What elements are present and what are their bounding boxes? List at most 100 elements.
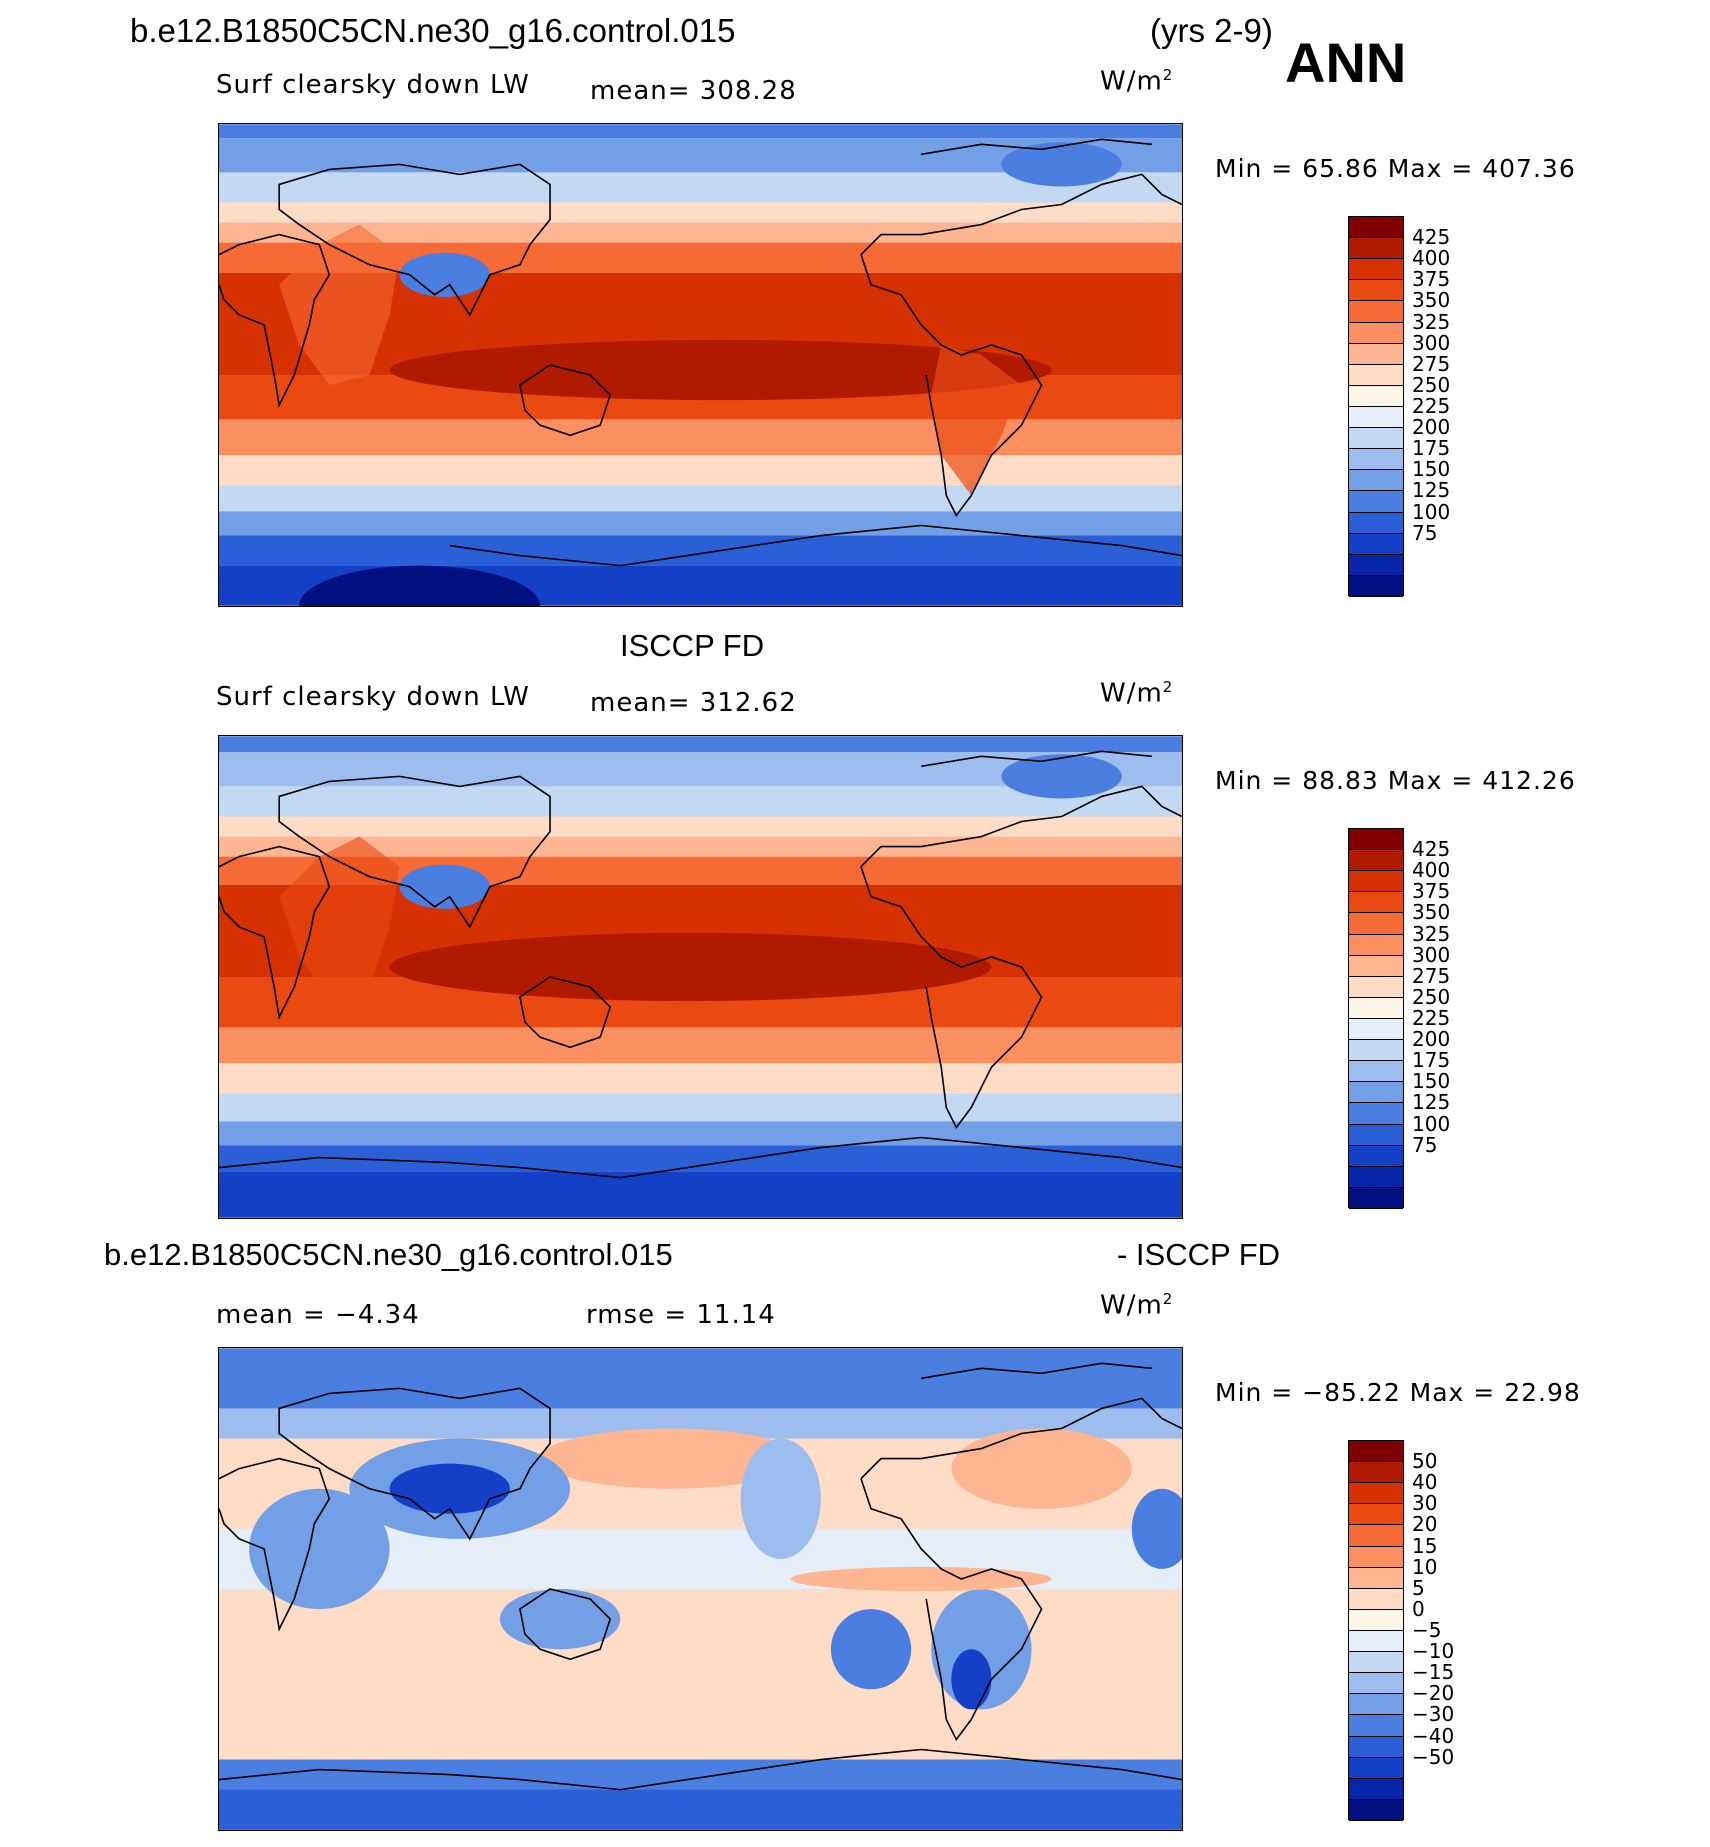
colorbar-swatch [1349,1040,1403,1062]
colorbar-tick-label: 150 [1412,1069,1451,1094]
colorbar-swatch [1349,533,1403,555]
colorbar-tick-label: 175 [1412,436,1451,461]
panel1-minmax: Min = 65.86 Max = 407.36 [1215,154,1576,183]
panel1-map [218,123,1183,607]
colorbar-tick-label: 20 [1412,1512,1438,1537]
colorbar-tick-label: 300 [1412,942,1451,967]
colorbar-tick-label: 30 [1412,1491,1438,1516]
panel1-mean: mean= 308.28 [590,76,797,106]
colorbar-tick-label: 250 [1412,372,1451,397]
colorbar-swatch [1349,259,1403,281]
colorbar-swatch [1349,1082,1403,1104]
colorbar-tick-label: 250 [1412,984,1451,1009]
colorbar-swatch [1349,997,1403,1019]
colorbar-swatch [1349,1757,1403,1779]
colorbar-swatch [1349,322,1403,344]
colorbar-swatch [1349,407,1403,429]
panel3-title-left: b.e12.B1850C5CN.ne30_g16.control.015 [104,1237,673,1272]
colorbar-tick-label: −15 [1412,1660,1455,1685]
panel1-units: W/m2 [1100,66,1174,97]
colorbar-tick-label: 275 [1412,963,1451,988]
panel3-map-svg [219,1348,1182,1830]
colorbar-tick-label: −10 [1412,1639,1455,1664]
colorbar-tick-label: −30 [1412,1702,1455,1727]
colorbar-tick-label: 225 [1412,394,1451,418]
panel3-colorbar-swatches [1348,1440,1404,1821]
colorbar-swatch [1349,955,1403,977]
colorbar-tick-label: 325 [1412,309,1451,334]
colorbar-tick-label: 125 [1412,1090,1451,1115]
colorbar-swatch [1349,1609,1403,1631]
colorbar-swatch [1349,1462,1403,1484]
colorbar-swatch [1349,238,1403,260]
panel3-colorbar: 50 40 30 20 15 10 5 0 −5 −10 −15 −20 −30 −40 −50 [1348,1440,1488,1821]
colorbar-swatch [1349,301,1403,323]
colorbar-swatch [1349,1504,1403,1526]
colorbar-tick-label: 325 [1412,921,1451,946]
colorbar-swatch [1349,1694,1403,1716]
colorbar-swatch [1349,1736,1403,1758]
colorbar-tick-label: 0 [1412,1596,1425,1621]
panel1-colorbar-swatches [1348,216,1404,597]
colorbar-tick-label: 100 [1412,499,1451,524]
panel3-units: W/m2 [1100,1290,1174,1321]
colorbar-swatch [1349,1546,1403,1568]
colorbar-swatch [1349,575,1403,597]
colorbar-swatch [1349,470,1403,492]
colorbar-swatch [1349,1525,1403,1547]
colorbar-swatch [1349,385,1403,407]
panel2-title: ISCCP FD [620,628,765,663]
colorbar-tick-label: 125 [1412,478,1451,503]
colorbar-tick-label: −40 [1412,1723,1455,1748]
panel1-map-svg [219,124,1182,606]
colorbar-swatch [1349,871,1403,893]
colorbar-swatch [1349,1652,1403,1674]
panel3-title-right: - ISCCP FD [1117,1237,1281,1272]
panel2-variable: Surf clearsky down LW [216,682,530,712]
colorbar-swatch [1349,217,1403,239]
colorbar-tick-label: 10 [1412,1554,1438,1579]
colorbar-tick-label: 275 [1412,351,1451,376]
colorbar-tick-label: 40 [1412,1470,1438,1495]
panel3-minmax: Min = −85.22 Max = 22.98 [1215,1378,1581,1407]
colorbar-swatch [1349,1631,1403,1653]
colorbar-swatch [1349,343,1403,365]
colorbar-tick-label: 5 [1412,1575,1425,1600]
colorbar-swatch [1349,1715,1403,1737]
colorbar-swatch [1349,1673,1403,1695]
panel3-rmse: rmse = 11.14 [586,1300,776,1330]
colorbar-tick-label: 400 [1412,858,1451,883]
colorbar-swatch [1349,829,1403,851]
colorbar-swatch [1349,1567,1403,1589]
colorbar-tick-label: 425 [1412,225,1451,250]
colorbar-tick-label: 200 [1412,415,1451,440]
colorbar-swatch [1349,1061,1403,1083]
panel2-minmax: Min = 88.83 Max = 412.26 [1215,766,1576,795]
panel1-colorbar: 425 400 375 350 325 300 275 250 225 200 175 150 125 1… [1348,216,1488,597]
colorbar-swatch [1349,364,1403,386]
colorbar-swatch [1349,1187,1403,1209]
colorbar-tick-label: 50 [1412,1449,1438,1474]
colorbar-swatch [1349,1019,1403,1041]
colorbar-tick-label: −50 [1412,1744,1455,1769]
colorbar-swatch [1349,850,1403,872]
colorbar-swatch [1349,1441,1403,1463]
colorbar-swatch [1349,1483,1403,1505]
colorbar-swatch [1349,428,1403,450]
season-label: ANN [1285,31,1407,94]
colorbar-swatch [1349,976,1403,998]
colorbar-swatch [1349,892,1403,914]
colorbar-tick-label: 15 [1412,1533,1438,1558]
colorbar-tick-label: 175 [1412,1048,1451,1073]
panel2-units: W/m2 [1100,678,1174,709]
colorbar-tick-label: 350 [1412,900,1451,925]
colorbar-tick-label: 75 [1412,520,1438,545]
colorbar-swatch [1349,1145,1403,1167]
colorbar-tick-label: −20 [1412,1681,1455,1706]
panel3-map [218,1347,1183,1831]
panel2-map-svg [219,736,1182,1218]
years-label: (yrs 2-9) [1150,12,1273,49]
colorbar-tick-label: 200 [1412,1027,1451,1052]
colorbar-tick-label: 150 [1412,457,1451,482]
colorbar-swatch [1349,512,1403,534]
